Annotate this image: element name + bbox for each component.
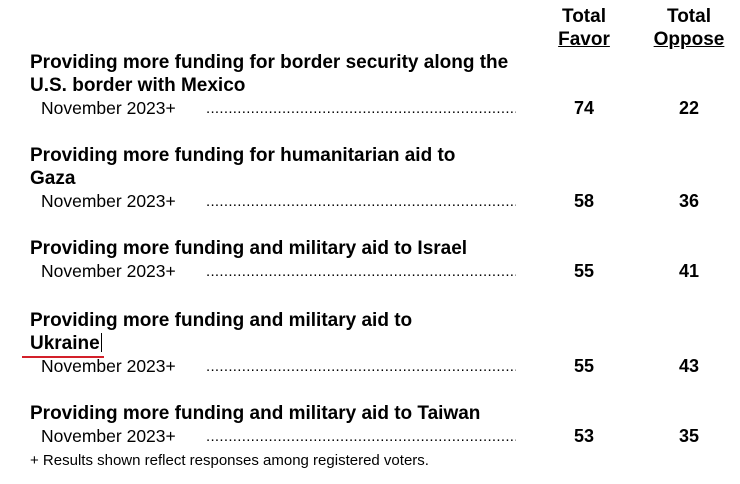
result-row: November 2023+ .........................… [30,190,730,213]
question-title[interactable]: Providing more funding and military aid … [30,238,468,259]
result-row: November 2023+ .........................… [30,97,730,120]
header-oppose-line1: Total [667,6,711,27]
column-header-total-favor: Total Favor [539,5,629,51]
favor-value: 74 [573,98,595,118]
oppose-value: 36 [678,191,700,211]
column-header-total-oppose: Total Oppose [644,5,734,51]
dot-leader: ........................................… [206,428,516,445]
question-title-line1: Providing more funding and military aid … [30,310,413,331]
row-date-label: November 2023+ [41,261,176,281]
favor-value: 55 [573,356,595,376]
dot-leader: ........................................… [206,193,516,210]
row-date-label: November 2023+ [41,191,176,211]
question-item-taiwan-aid: Providing more funding and military aid … [30,402,730,448]
row-date-label: November 2023+ [41,426,176,446]
result-row: November 2023+ .........................… [30,425,730,448]
spellcheck-underlined-word[interactable]: Ukraine [22,333,104,358]
header-oppose-line2: Oppose [653,29,725,50]
oppose-value: 35 [678,426,700,446]
favor-value: 53 [573,426,595,446]
result-row: November 2023+ .........................… [30,355,730,378]
question-title[interactable]: Providing more funding and military aid … [30,403,481,424]
footnote: + Results shown reflect responses among … [30,452,429,469]
dot-leader: ........................................… [206,358,516,375]
result-row: November 2023+ .........................… [30,260,730,283]
favor-value: 58 [573,191,595,211]
dot-leader: ........................................… [206,263,516,280]
header-favor-line1: Total [562,6,606,27]
row-date-label: November 2023+ [41,98,176,118]
question-item-israel-aid: Providing more funding and military aid … [30,237,730,283]
question-title[interactable]: Providing more funding for border securi… [30,52,509,96]
header-favor-line2: Favor [558,29,610,50]
oppose-value: 43 [678,356,700,376]
favor-value: 55 [573,261,595,281]
question-item-border-security: Providing more funding for border securi… [30,51,730,120]
question-item-gaza-aid: Providing more funding for humanitarian … [30,144,730,213]
question-title[interactable]: Providing more funding for humanitarian … [30,145,456,189]
oppose-value: 41 [678,261,700,281]
text-cursor [100,333,102,352]
question-item-ukraine-aid: Providing more funding and military aid … [22,309,730,378]
dot-leader: ........................................… [206,100,516,117]
row-date-label: November 2023+ [41,356,176,376]
oppose-value: 22 [678,98,700,118]
question-title[interactable]: Providing more funding and military aid … [22,309,530,358]
question-title-line2: Ukraine [22,332,530,358]
